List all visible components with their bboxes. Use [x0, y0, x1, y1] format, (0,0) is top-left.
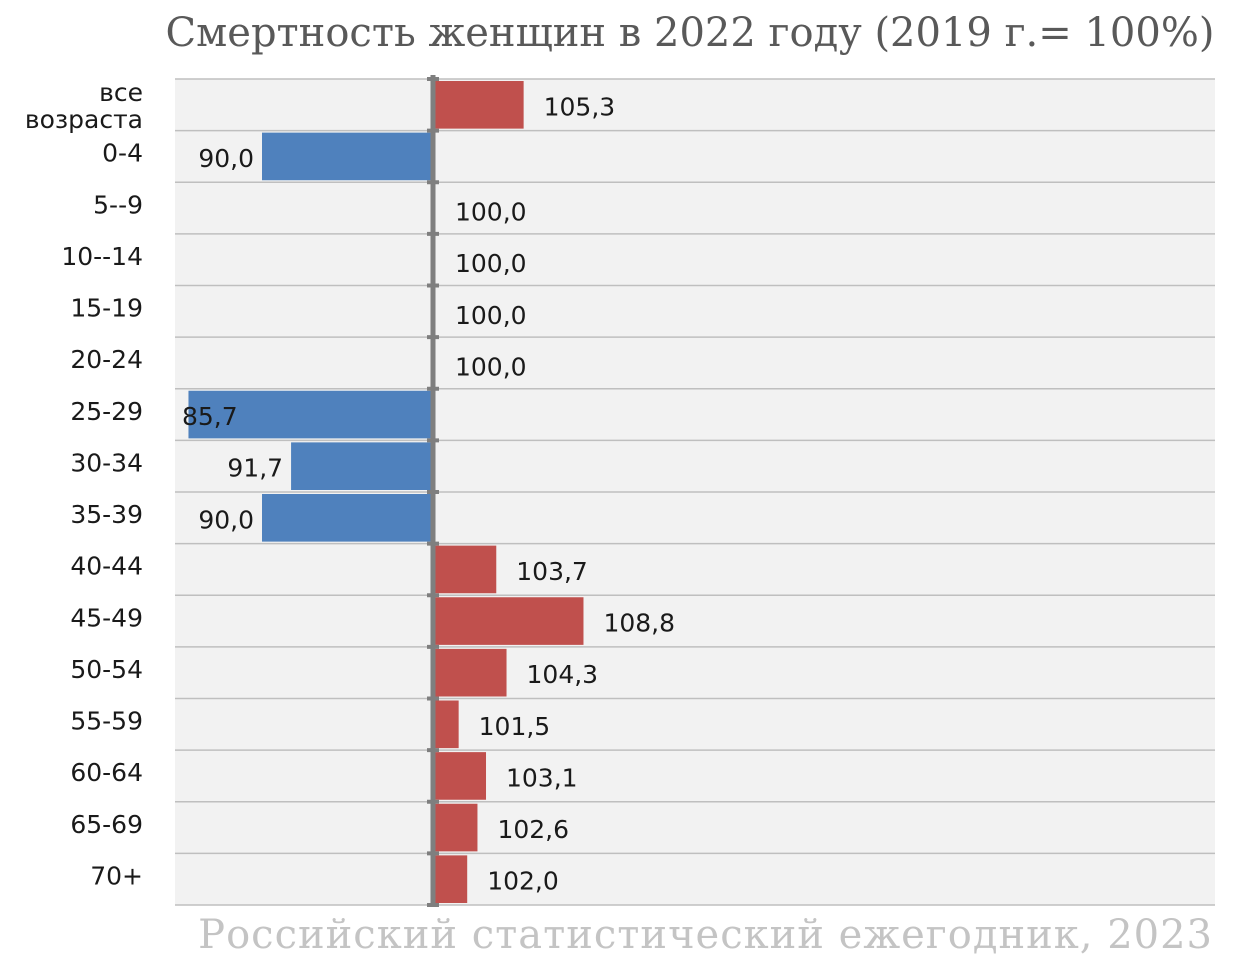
bar [433, 700, 459, 749]
bars [188, 81, 584, 903]
tick-label: 60-64 [70, 758, 143, 787]
tick-label: 30-34 [70, 448, 143, 477]
data-label: 100,0 [455, 352, 527, 381]
tick-label: 0-4 [102, 139, 143, 168]
data-label: 101,5 [479, 712, 551, 741]
data-label: 90,0 [198, 144, 254, 173]
bar [433, 803, 478, 852]
gridlines [175, 78, 1215, 906]
value-labels: 105,3 90,0 100,0 100,0 100,0 100,0 85,7 91,7 90,… [182, 92, 675, 895]
bar [433, 648, 507, 697]
baseline-axis [427, 75, 439, 907]
data-label: 103,1 [506, 763, 578, 792]
tick-label: 40-44 [70, 552, 143, 581]
tick-label: 35-39 [70, 500, 143, 529]
bar [433, 752, 487, 800]
data-label: 108,8 [603, 609, 675, 638]
bar [433, 545, 497, 594]
data-label: 100,0 [455, 301, 527, 330]
data-label: 102,6 [497, 815, 569, 844]
chart-title: Смертность женщин в 2022 году (2019 г.= … [165, 10, 1215, 56]
bar [433, 855, 468, 903]
tick-label: 45-49 [70, 603, 143, 632]
tick-label: 15-19 [70, 294, 143, 323]
tick-label: 65-69 [70, 810, 143, 839]
data-label: 100,0 [455, 198, 527, 227]
tick-label: 70+ [90, 861, 143, 890]
bar [291, 442, 433, 490]
tick-label: 10--14 [61, 242, 143, 271]
bar [433, 597, 584, 645]
data-label: 100,0 [455, 249, 527, 278]
tick-label: 25-29 [70, 397, 143, 426]
tick-label: 5--9 [93, 190, 143, 219]
tick-label: 50-54 [70, 655, 143, 684]
tick-label: 20-24 [70, 345, 143, 374]
data-label: 85,7 [182, 402, 238, 431]
data-label: 103,7 [516, 557, 588, 586]
bar [188, 390, 433, 439]
bar [433, 81, 524, 129]
source-note: Российский статистический ежегодник, 202… [198, 912, 1213, 958]
data-label: 105,3 [544, 92, 616, 121]
data-label: 104,3 [527, 660, 599, 689]
category-labels: все возраста 0-4 5--9 10--14 15-19 20-24 25-29 3… [25, 78, 143, 890]
data-label: 90,0 [198, 505, 254, 534]
bar [262, 132, 433, 181]
tick-label: все возраста [25, 78, 143, 134]
tick-label: 55-59 [70, 707, 143, 736]
data-label: 91,7 [227, 454, 283, 483]
bar [262, 494, 433, 542]
data-label: 102,0 [487, 867, 559, 896]
